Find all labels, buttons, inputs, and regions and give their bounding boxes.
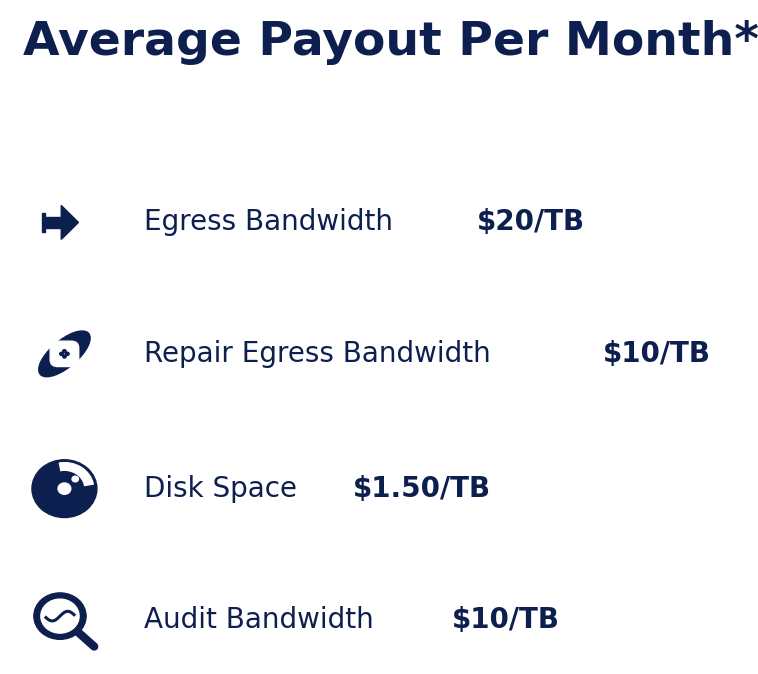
- Circle shape: [66, 353, 69, 355]
- Text: $1.50/TB: $1.50/TB: [353, 474, 491, 503]
- Text: Audit Bandwidth: Audit Bandwidth: [144, 606, 383, 634]
- Text: $20/TB: $20/TB: [477, 208, 585, 237]
- Circle shape: [32, 460, 97, 518]
- Text: $10/TB: $10/TB: [603, 340, 711, 368]
- FancyBboxPatch shape: [50, 341, 79, 367]
- Circle shape: [63, 350, 66, 353]
- Circle shape: [58, 483, 70, 494]
- Ellipse shape: [39, 331, 90, 377]
- Circle shape: [45, 472, 83, 506]
- Text: Average Payout Per Month*: Average Payout Per Month*: [23, 20, 758, 65]
- Circle shape: [34, 593, 86, 640]
- Text: $10/TB: $10/TB: [452, 606, 560, 634]
- Bar: [46, 217, 62, 228]
- Text: Egress Bandwidth: Egress Bandwidth: [144, 208, 402, 237]
- Circle shape: [60, 353, 63, 355]
- Text: Disk Space: Disk Space: [144, 474, 306, 503]
- Circle shape: [63, 355, 66, 358]
- Bar: [42, 212, 45, 233]
- Wedge shape: [59, 462, 93, 489]
- Text: Repair Egress Bandwidth: Repair Egress Bandwidth: [144, 340, 500, 368]
- Circle shape: [72, 477, 78, 482]
- Circle shape: [41, 599, 79, 633]
- Polygon shape: [61, 206, 78, 239]
